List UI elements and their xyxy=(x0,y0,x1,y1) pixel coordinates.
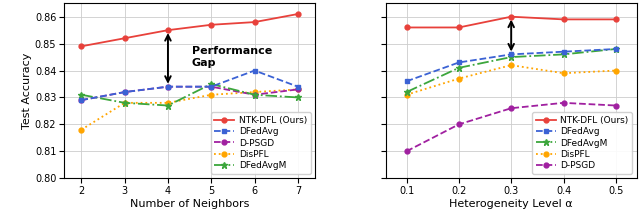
Legend: NTK-DFL (Ours), DFedAvg, D-PSGD, DisPFL, DFedAvgM: NTK-DFL (Ours), DFedAvg, D-PSGD, DisPFL,… xyxy=(211,113,310,174)
Y-axis label: Test Accuracy: Test Accuracy xyxy=(22,52,32,129)
X-axis label: Number of Neighbors: Number of Neighbors xyxy=(130,199,250,209)
Text: Performance
Gap: Performance Gap xyxy=(192,46,272,68)
X-axis label: Heterogeneity Level α: Heterogeneity Level α xyxy=(449,199,573,209)
Legend: NTK-DFL (Ours), DFedAvg, DFedAvgM, DisPFL, D-PSGD: NTK-DFL (Ours), DFedAvg, DFedAvgM, DisPF… xyxy=(532,113,632,174)
